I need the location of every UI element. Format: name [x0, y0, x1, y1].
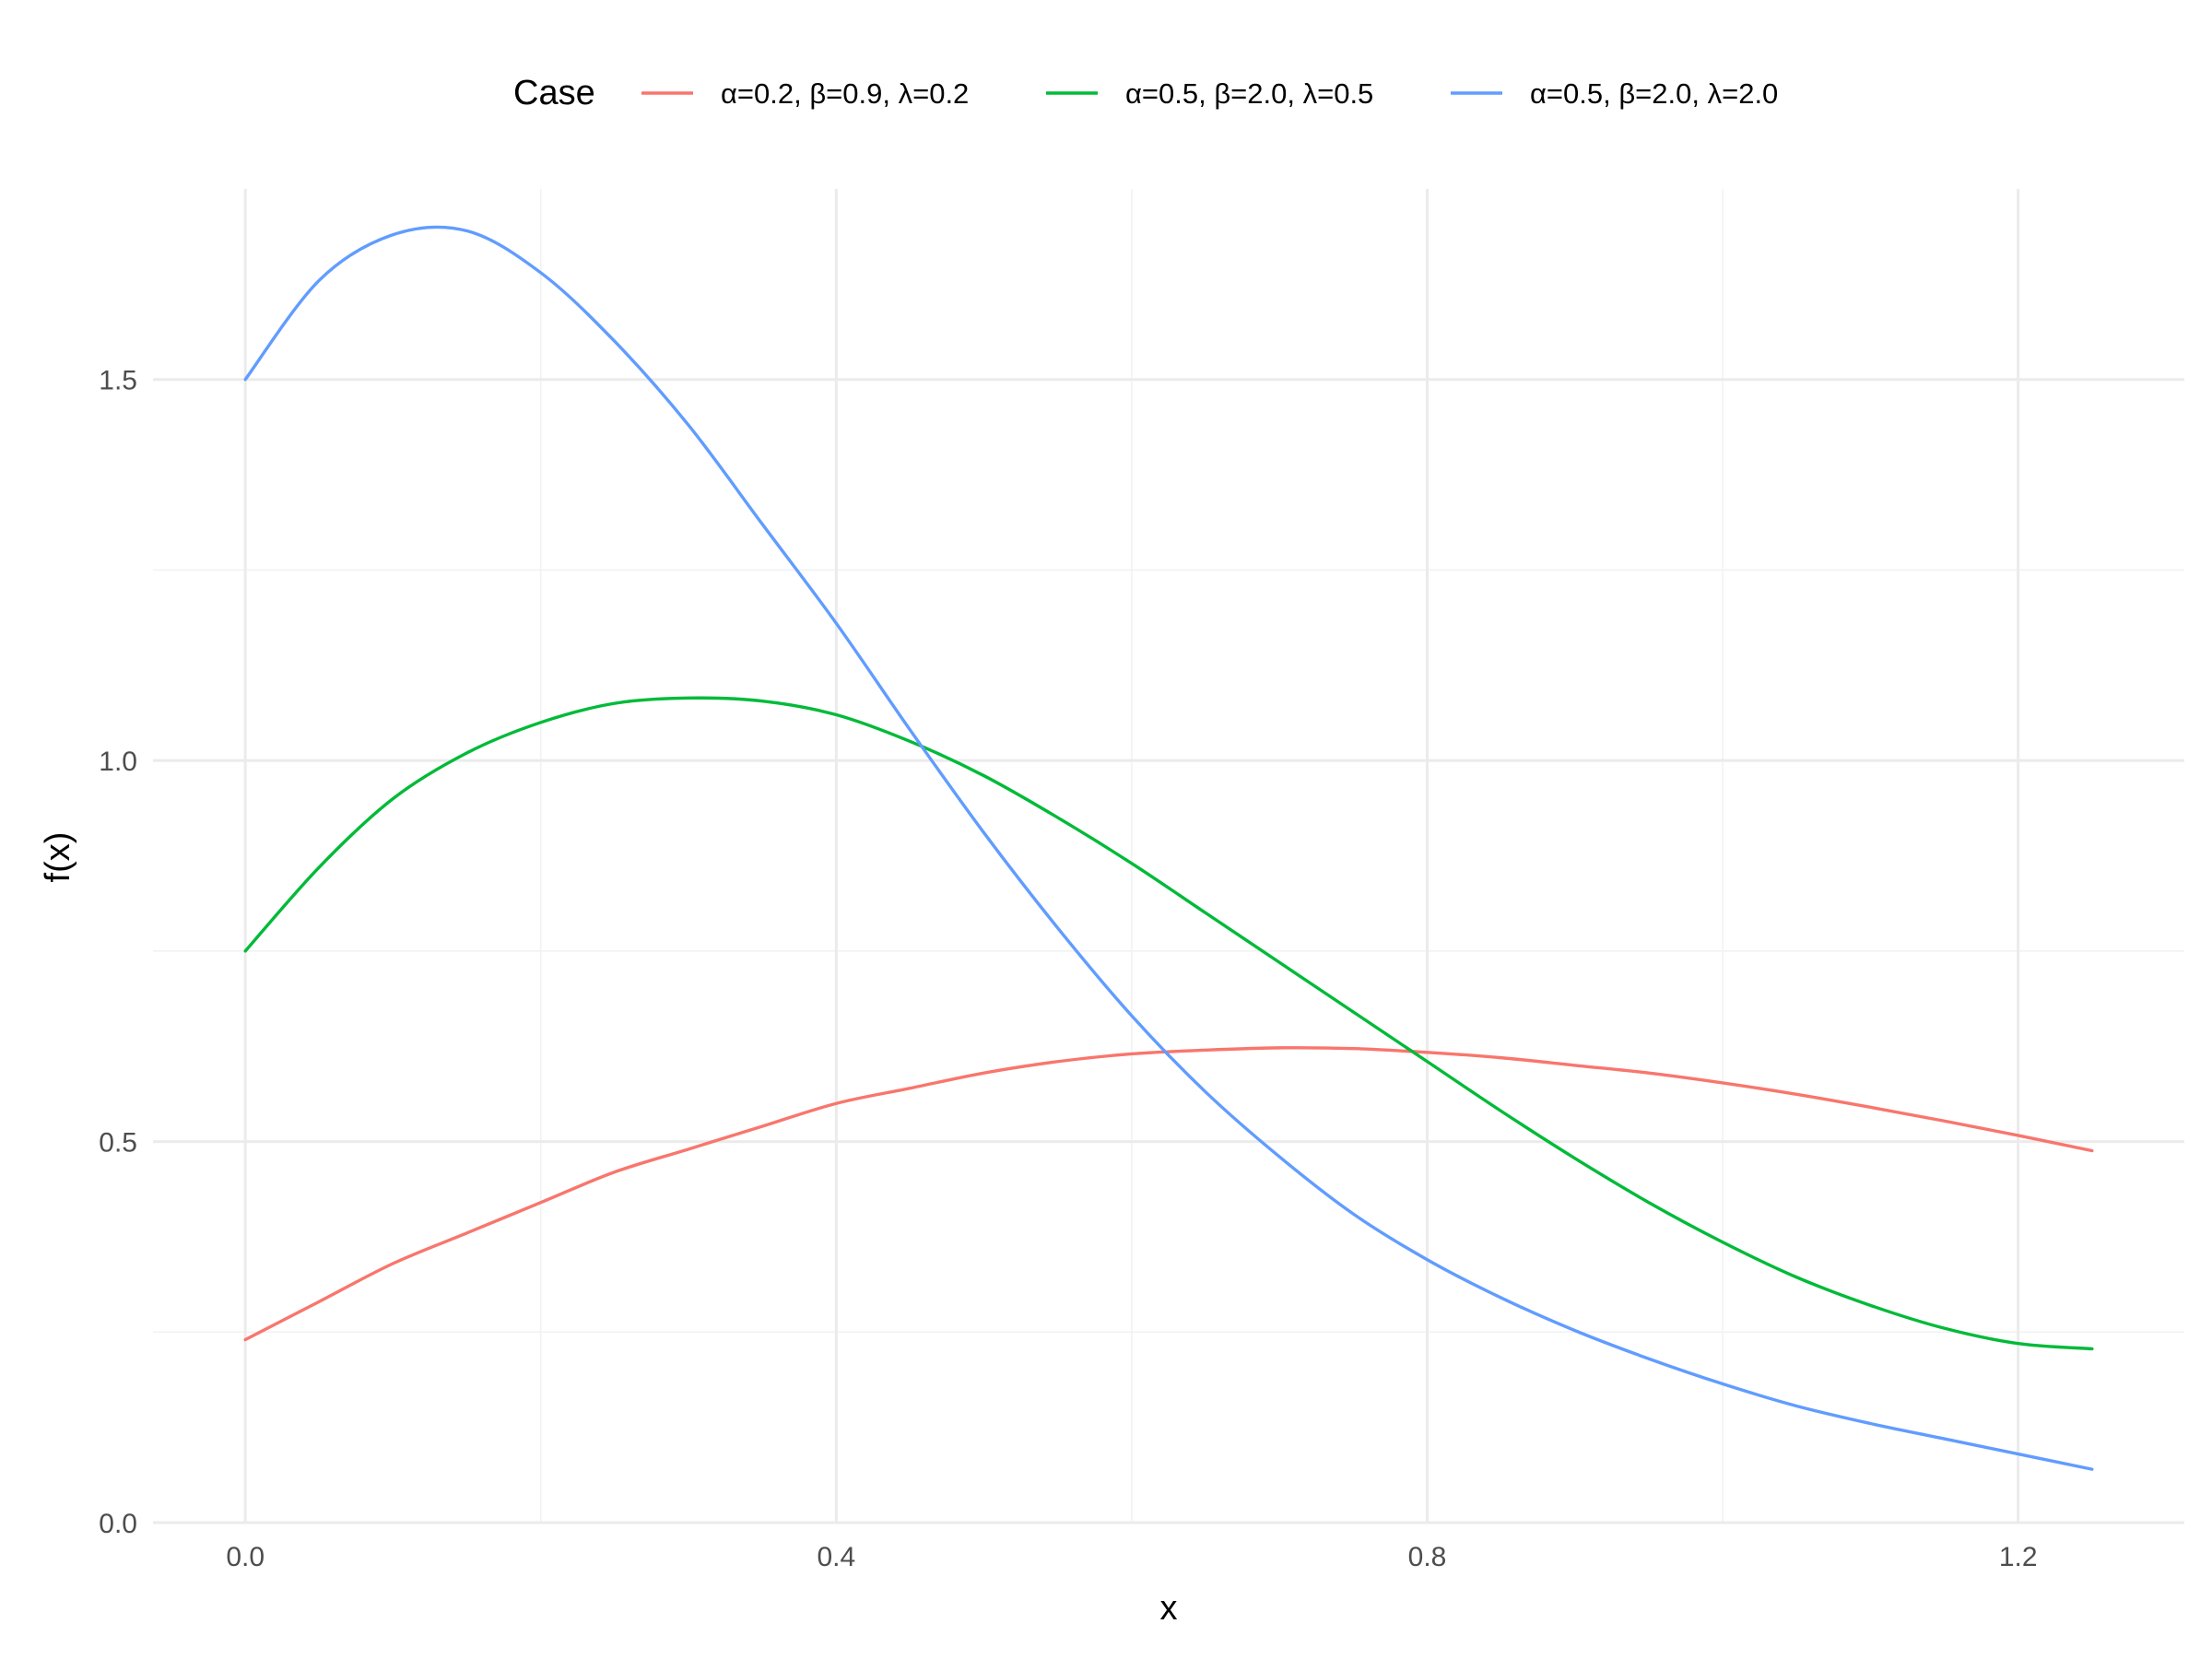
series-line-1: [243, 1046, 2094, 1342]
legend-label: α=0.2, β=0.9, λ=0.2: [721, 77, 969, 110]
legend-title: Case: [513, 74, 595, 112]
series-line-3: [243, 225, 2094, 1471]
y-axis-title: f(x): [39, 832, 77, 883]
x-tick-label: 1.2: [1999, 1542, 2038, 1572]
y-tick-label: 1.0: [99, 747, 137, 777]
x-tick-label: 0.8: [1408, 1542, 1447, 1572]
legend: Case α=0.2, β=0.9, λ=0.2 α=0.5, β=2.0, λ=…: [513, 74, 1778, 112]
series-line-2: [243, 696, 2094, 1351]
y-tick-label: 0.0: [99, 1509, 137, 1539]
x-tick-label: 0.0: [226, 1542, 265, 1572]
y-axis-tick-labels: 0.0 0.5 1.0 1.5: [99, 366, 137, 1539]
legend-label: α=0.5, β=2.0, λ=2.0: [1530, 77, 1778, 110]
x-axis-title: x: [1160, 1589, 1178, 1628]
legend-label: α=0.5, β=2.0, λ=0.5: [1125, 77, 1373, 110]
legend-item-2: α=0.5, β=2.0, λ=0.5: [1046, 77, 1373, 110]
legend-item-3: α=0.5, β=2.0, λ=2.0: [1451, 77, 1778, 110]
y-tick-label: 1.5: [99, 366, 137, 396]
x-tick-label: 0.4: [817, 1542, 855, 1572]
y-tick-label: 0.5: [99, 1128, 137, 1159]
legend-item-1: α=0.2, β=0.9, λ=0.2: [641, 77, 969, 110]
x-axis-tick-labels: 0.0 0.4 0.8 1.2: [226, 1542, 2037, 1572]
series-lines: [243, 225, 2094, 1471]
major-gridlines: [153, 189, 2184, 1524]
minor-gridlines: [153, 189, 2184, 1523]
